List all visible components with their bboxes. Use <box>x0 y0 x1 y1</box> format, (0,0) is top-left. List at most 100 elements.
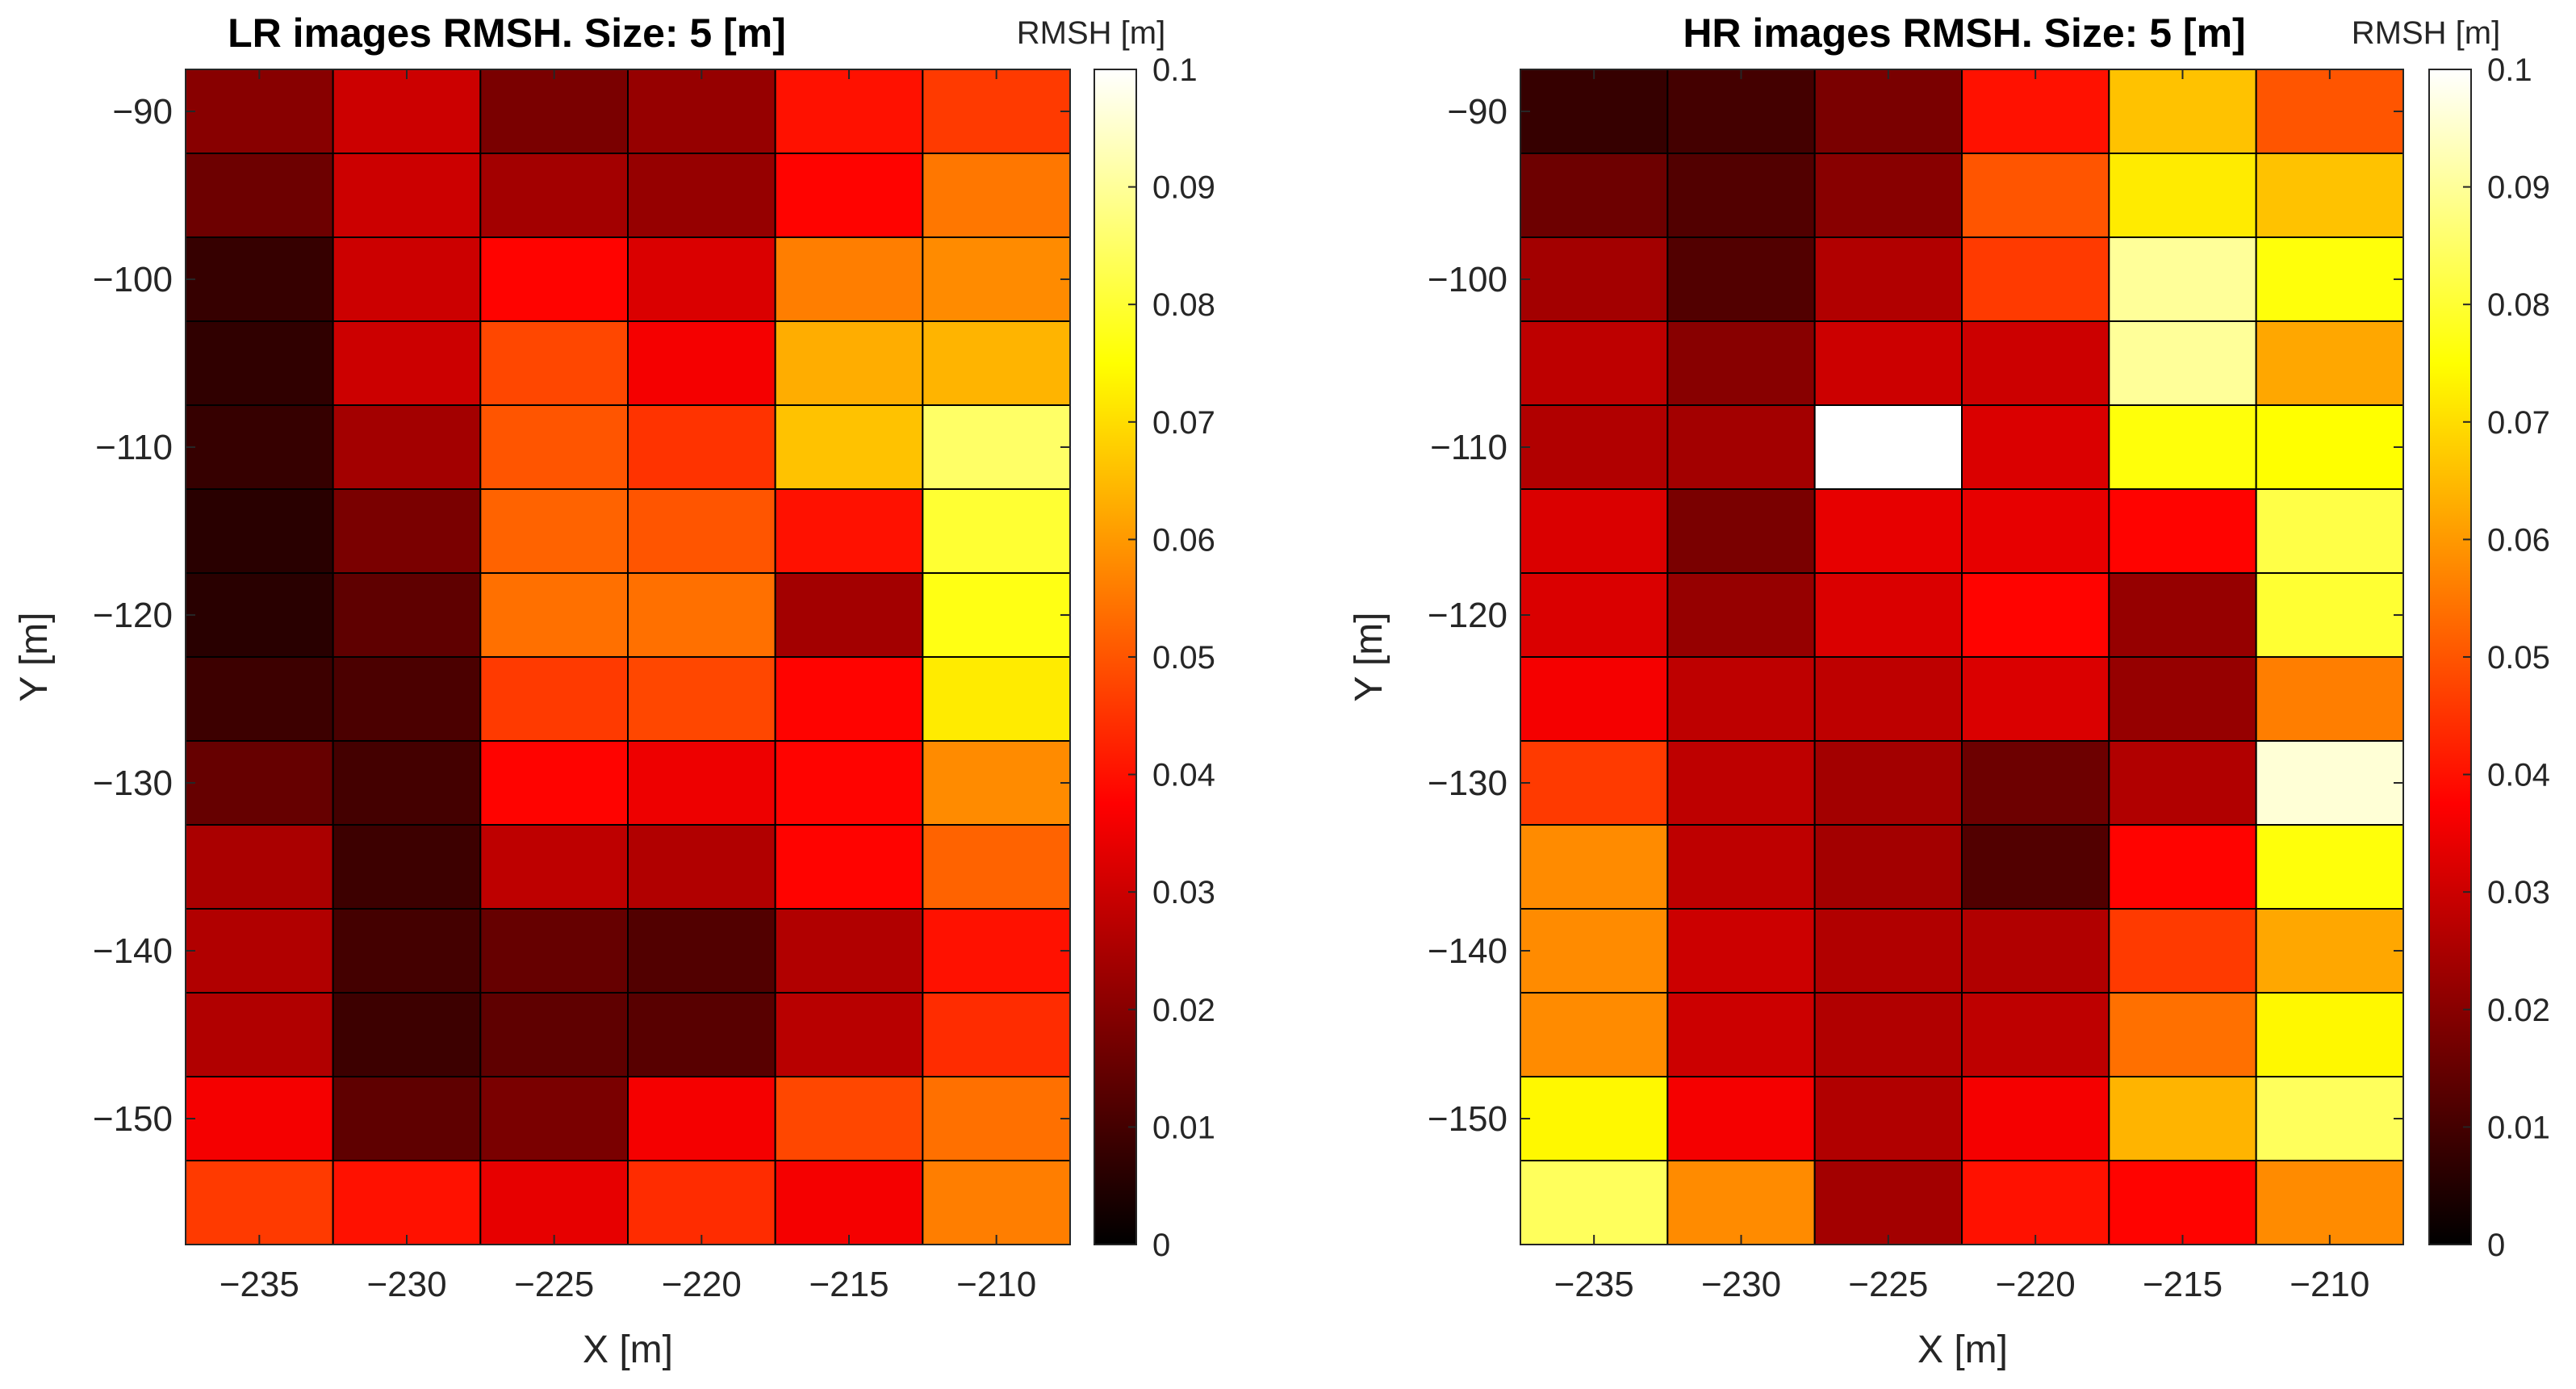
x-tick-label: −215 <box>2143 1265 2223 1304</box>
colorbar-tick-label: 0.03 <box>1152 875 1215 910</box>
heatmap-cell <box>1961 824 2110 910</box>
heatmap-cell <box>627 740 776 826</box>
y-tick-label: −130 <box>1428 764 1508 803</box>
heatmap-cells <box>1520 69 2404 1245</box>
heatmap-cell <box>1666 740 1816 826</box>
heatmap-cell <box>1666 236 1816 322</box>
heatmap-cell <box>185 656 334 742</box>
heatmap-cell <box>1666 153 1816 238</box>
heatmap-cells <box>185 69 1071 1245</box>
heatmap-cell <box>1520 404 1669 490</box>
heatmap-cell <box>1813 1076 1963 1161</box>
heatmap-cell <box>1961 656 2110 742</box>
heatmap-cell <box>2255 824 2404 910</box>
heatmap-cell <box>479 1160 629 1245</box>
heatmap-cell <box>774 1160 924 1245</box>
heatmap-cell <box>2108 320 2257 406</box>
y-axis-ticks: −90 −100 −110 −120 −130 −140 −150 <box>93 92 1070 1139</box>
heatmap-cell <box>479 488 629 574</box>
heatmap-cell <box>479 404 629 490</box>
y-tick-label: −150 <box>1428 1099 1508 1139</box>
heatmap-cell <box>479 908 629 994</box>
heatmap-cell <box>627 824 776 910</box>
chart-title: HR images RMSH. Size: 5 [m] <box>1683 10 2245 56</box>
heatmap-cell <box>2108 236 2257 322</box>
colorbar-label: RMSH [m] <box>2352 15 2500 51</box>
x-axis-label: X [m] <box>583 1328 673 1371</box>
heatmap-cell <box>627 992 776 1077</box>
heatmap-cell <box>1813 236 1963 322</box>
heatmap-cell <box>479 656 629 742</box>
heatmap-cell <box>1813 488 1963 574</box>
plot-area-border <box>1520 69 2404 1245</box>
heatmap-cell <box>1666 404 1816 490</box>
heatmap-cell <box>922 1160 1071 1245</box>
heatmap-cell <box>2255 1076 2404 1161</box>
colorbar-tick-label: 0.01 <box>1152 1110 1215 1145</box>
heatmap-cell <box>2255 320 2404 406</box>
heatmap-cell <box>922 656 1071 742</box>
colorbar-tick-label: 0.05 <box>1152 640 1215 676</box>
heatmap-cell <box>774 320 924 406</box>
heatmap-cell <box>185 236 334 322</box>
x-tick-label: −235 <box>220 1265 299 1304</box>
heatmap-cell <box>1961 153 2110 238</box>
heatmap-cell <box>332 153 482 238</box>
heatmap-cell <box>1520 740 1669 826</box>
heatmap-cell <box>1813 320 1963 406</box>
y-axis-ticks: −90 −100 −110 −120 −130 −140 −150 <box>1428 92 2403 1139</box>
heatmap-cell <box>332 69 482 154</box>
heatmap-cell <box>185 740 334 826</box>
heatmap-cell <box>2255 1160 2404 1245</box>
colorbar-tick-label: 0.02 <box>2487 993 2550 1028</box>
colorbar-tick-label: 0.08 <box>2487 287 2550 323</box>
heatmap-cell <box>2255 740 2404 826</box>
heatmap-cell <box>2108 572 2257 658</box>
heatmap-cell <box>2108 488 2257 574</box>
heatmap-cell <box>1813 908 1963 994</box>
heatmap-cell <box>332 404 482 490</box>
heatmap-cell <box>1666 908 1816 994</box>
heatmap-cell <box>1961 69 2110 154</box>
heatmap-cell <box>1520 824 1669 910</box>
heatmap-cell <box>1666 1160 1816 1245</box>
colorbar-tick-label: 0.06 <box>2487 522 2550 558</box>
heatmap-cell <box>627 320 776 406</box>
heatmap-cell <box>332 740 482 826</box>
x-tick-label: −235 <box>1554 1265 1634 1304</box>
colorbar-tick-label: 0.09 <box>2487 170 2550 206</box>
heatmap-cell <box>479 153 629 238</box>
heatmap-cell <box>1813 572 1963 658</box>
heatmap-cell <box>479 824 629 910</box>
colorbar-tick-label: 0.05 <box>2487 640 2550 676</box>
heatmap-cell <box>1813 69 1963 154</box>
heatmap-cell <box>774 740 924 826</box>
heatmap-cell <box>774 656 924 742</box>
x-tick-label: −215 <box>809 1265 889 1304</box>
heatmap-cell <box>332 236 482 322</box>
y-tick-label: −110 <box>1430 428 1508 467</box>
heatmap-cell <box>332 572 482 658</box>
heatmap-cell <box>922 320 1071 406</box>
heatmap-cell <box>2255 236 2404 322</box>
y-axis-label: Y [m] <box>13 612 56 701</box>
heatmap-cell <box>332 908 482 994</box>
colorbar-tick-label: 0.09 <box>1152 170 1215 206</box>
heatmap-cell <box>1520 236 1669 322</box>
heatmap-cell <box>922 236 1071 322</box>
y-tick-label: −100 <box>93 260 173 299</box>
heatmap-cell <box>1666 656 1816 742</box>
heatmap-cell <box>2255 69 2404 154</box>
heatmap-cell <box>2108 69 2257 154</box>
x-tick-label: −210 <box>2290 1265 2369 1304</box>
x-tick-label: −220 <box>1996 1265 2076 1304</box>
heatmap-cell <box>1813 992 1963 1077</box>
heatmap-cell <box>185 824 334 910</box>
heatmap-cell <box>1666 488 1816 574</box>
y-tick-label: −90 <box>1447 92 1508 132</box>
heatmap-cell <box>922 153 1071 238</box>
x-axis-label: X [m] <box>1917 1328 2008 1371</box>
heatmap-cell <box>2255 908 2404 994</box>
heatmap-cell <box>2255 572 2404 658</box>
